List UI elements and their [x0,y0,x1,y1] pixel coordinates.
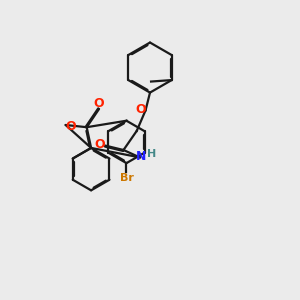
Text: O: O [94,138,105,151]
Text: O: O [94,97,104,110]
Text: H: H [147,149,157,159]
Text: O: O [136,103,146,116]
Text: Br: Br [119,173,134,183]
Text: N: N [136,150,146,163]
Text: O: O [66,120,76,133]
